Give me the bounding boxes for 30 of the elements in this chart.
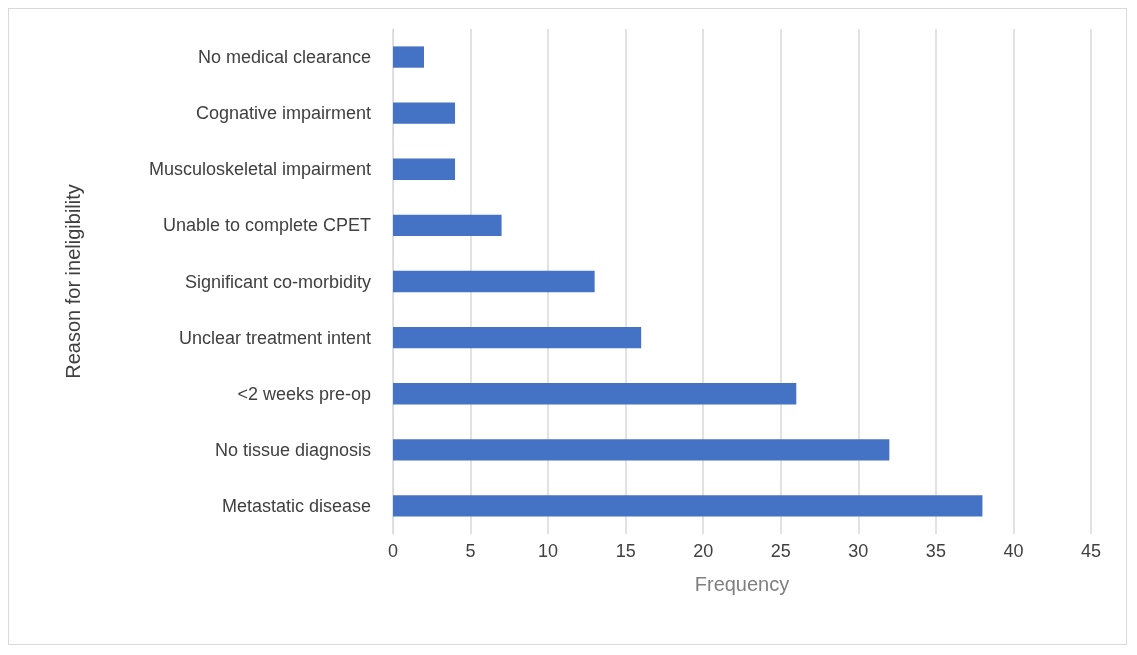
bar <box>393 439 890 461</box>
bar <box>393 102 456 124</box>
x-tick-label: 25 <box>770 541 791 561</box>
x-tick-label: 5 <box>465 541 476 561</box>
y-tick-label: No medical clearance <box>197 47 371 68</box>
x-tick-label: 0 <box>387 541 399 561</box>
bar <box>393 158 456 180</box>
x-axis-title: Frequency <box>694 573 790 595</box>
bar <box>393 46 425 68</box>
y-tick-label: <2 weeks pre-op <box>237 383 371 404</box>
x-tick-label: 35 <box>925 541 946 561</box>
y-tick-label: No tissue diagnosis <box>214 439 371 460</box>
bar <box>393 383 797 405</box>
x-tick-label: 10 <box>538 541 559 561</box>
y-tick-label: Significant co-morbidity <box>184 271 371 292</box>
bar <box>393 326 642 349</box>
y-tick-label: Metastatic disease <box>221 495 371 516</box>
bar <box>393 214 502 237</box>
bar <box>393 495 983 517</box>
x-tick-label: 15 <box>615 541 636 561</box>
x-tick-label: 45 <box>1080 541 1102 561</box>
x-tick-label: 20 <box>693 541 714 561</box>
y-tick-label: Cognative impairment <box>195 103 371 124</box>
y-tick-label: Unable to complete CPET <box>162 215 371 236</box>
y-axis-title: Reason for ineligibility <box>62 184 84 379</box>
bar <box>393 270 595 293</box>
y-tick-label: Unclear treatment intent <box>178 327 371 348</box>
x-tick-label: 40 <box>1003 541 1024 561</box>
y-tick-label: Musculoskeletal impairment <box>148 159 371 180</box>
x-tick-label: 30 <box>848 541 869 561</box>
